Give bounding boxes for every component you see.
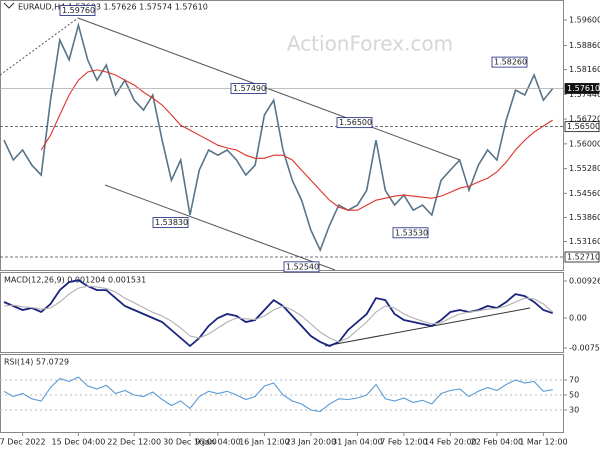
price-tag-label: 1.52710 [567, 252, 600, 261]
series-line [3, 285, 554, 343]
x-tick-label: 23 Jan 20:00 [286, 438, 337, 447]
rsi-panel [0, 354, 564, 433]
series-line [40, 69, 553, 211]
x-tick-label: 30 Dec 16:00 [163, 438, 217, 447]
price-tag [564, 83, 600, 94]
x-tick-label: 31 Jan 04:00 [332, 438, 383, 447]
price-tag-label: 1.56500 [567, 122, 600, 131]
x-tick-label: 15 Dec 04:00 [51, 438, 105, 447]
header-icon [3, 2, 15, 9]
annotation: 1.56500 [339, 118, 372, 127]
x-tick-label: 1 Mar 12:00 [519, 438, 567, 447]
macd-trend-line [324, 307, 531, 347]
annotation: 1.53530 [395, 228, 428, 237]
y-tick-label: 1.57440 [569, 90, 600, 99]
price-tag [564, 251, 600, 263]
annotation-box [152, 217, 189, 228]
y-tick-label: 1.55280 [569, 164, 600, 173]
annotation: 1.52540 [286, 262, 319, 271]
x-tick-label: 14 Feb 20:00 [424, 438, 476, 447]
y-tick-label: 70 [569, 376, 579, 385]
y-tick-label: 0.00 [569, 314, 587, 323]
channel-lower [104, 184, 336, 271]
series-line [3, 279, 553, 348]
x-tick-label: 22 Dec 12:00 [107, 438, 161, 447]
annotation: 1.57490 [233, 84, 266, 93]
y-tick-label: 1.53860 [569, 213, 600, 222]
y-tick-label: 0.009263 [569, 277, 600, 286]
rsi-title: RSI(14) 57.0729 [4, 358, 69, 367]
y-tick-label: 1.58860 [569, 41, 600, 50]
annotation-box [59, 5, 96, 16]
x-tick-label: 22 Feb 04:00 [471, 438, 523, 447]
y-tick-label: 1.53160 [569, 237, 600, 246]
annotation-box [491, 56, 528, 68]
y-tick-label: 50 [569, 391, 579, 400]
y-tick-label: 30 [569, 406, 579, 415]
y-tick-label: 1.58160 [569, 65, 600, 74]
watermark: ActionForex.com [287, 32, 453, 56]
chart-title: EURAUD,H4 1.57603 1.57626 1.57574 1.5761… [18, 3, 208, 12]
price-tag [564, 121, 600, 133]
annotation: 1.59760 [62, 6, 95, 15]
annotation-box [392, 227, 429, 239]
y-tick-label: 1.56000 [569, 139, 600, 148]
series-line [3, 376, 553, 413]
annotation: 1.53830 [155, 218, 188, 227]
annotation-box [336, 117, 373, 129]
main-panel [0, 0, 564, 271]
series-line [3, 22, 554, 253]
annotation-box [283, 261, 320, 273]
y-tick-label: 1.59600 [569, 16, 600, 25]
x-tick-label: 16 Jan 12:00 [239, 438, 290, 447]
y-tick-label: 1.56720 [569, 115, 600, 124]
x-tick-label: 7 Feb 12:00 [380, 438, 427, 447]
annotation-box [230, 83, 267, 94]
y-tick-label: -0.007517 [569, 344, 600, 353]
x-tick-label: 9 Jan 04:00 [195, 438, 241, 447]
macd-panel [0, 272, 564, 353]
annotation: 1.58260 [494, 58, 527, 67]
channel-upper [77, 17, 461, 161]
price-tag-label: 1.57610 [567, 84, 600, 93]
x-tick-label: 7 Dec 2022 [0, 438, 46, 447]
trend-line [0, 17, 79, 76]
y-tick-label: 1.54560 [569, 189, 600, 198]
